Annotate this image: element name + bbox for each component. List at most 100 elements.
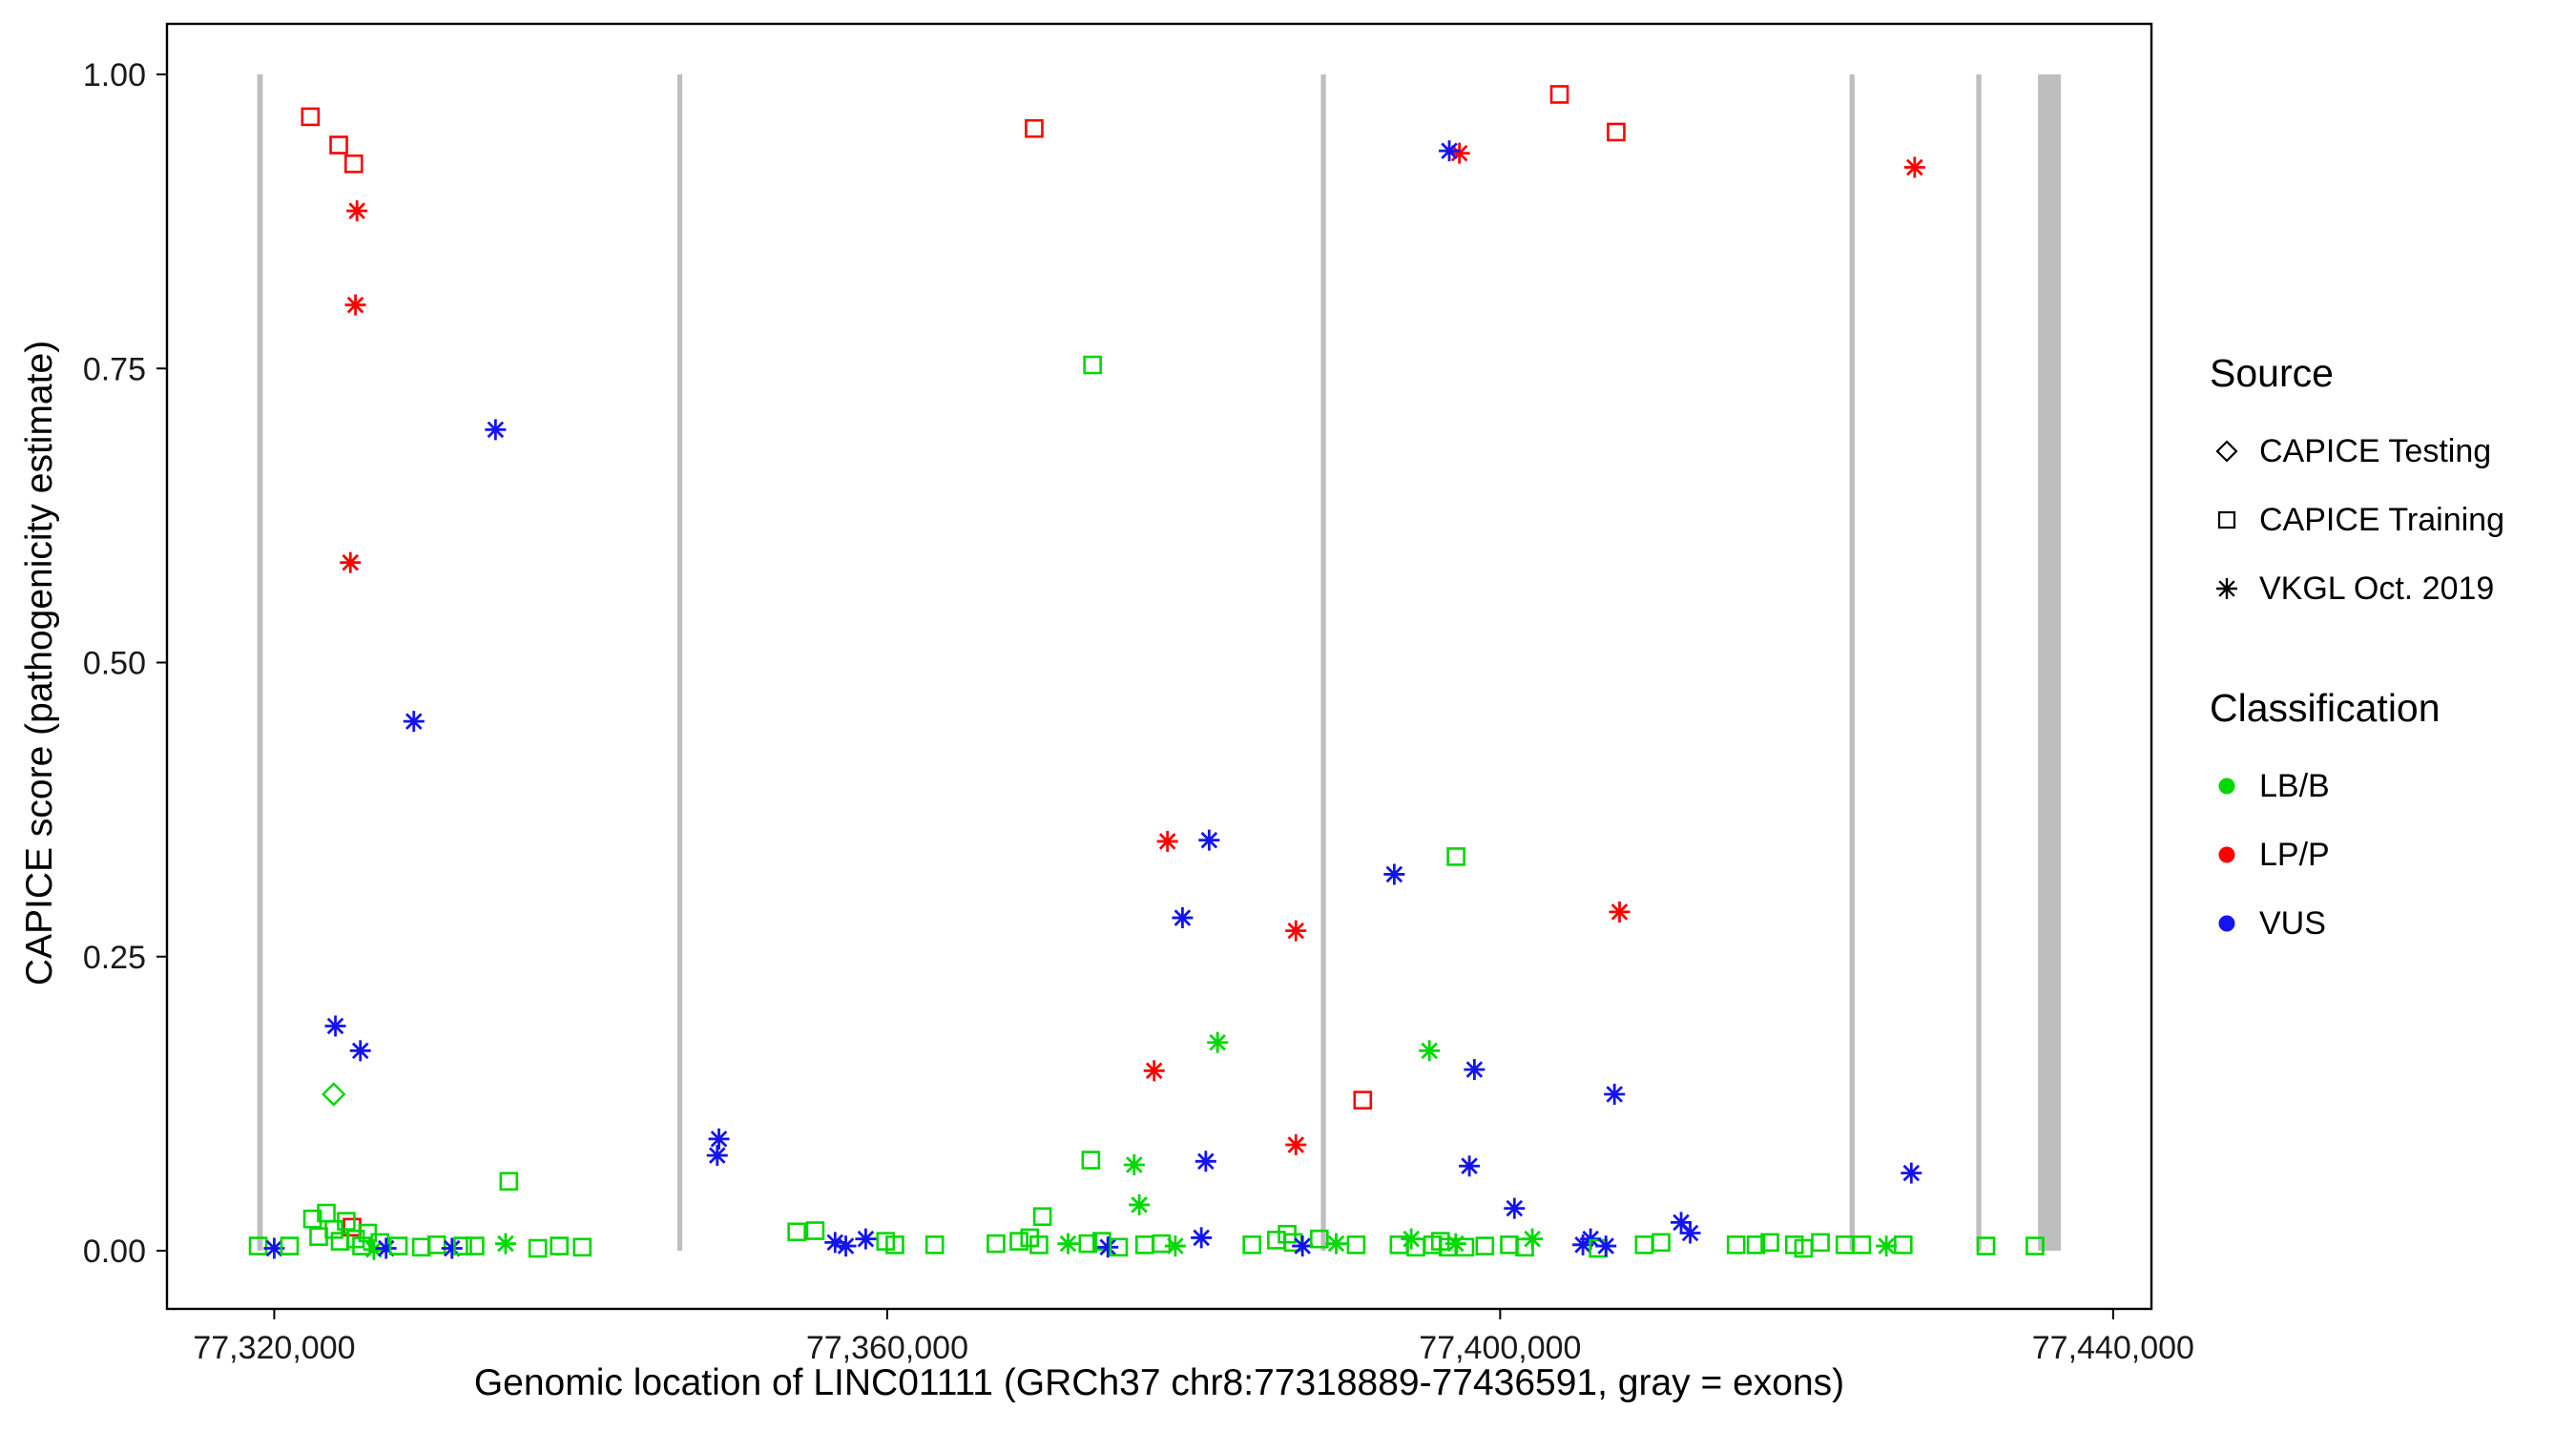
y-axis-title: CAPICE score (pathogenicity estimate): [19, 340, 60, 986]
legend-item-capice-testing: CAPICE Testing: [2210, 417, 2504, 486]
asterisk-icon: [2216, 578, 2237, 599]
data-point-asterisk: [494, 1233, 516, 1255]
data-point-asterisk: [349, 1040, 371, 1062]
data-point-asterisk: [441, 1237, 463, 1259]
data-point-square: [370, 1233, 390, 1253]
green-dot-icon: [2218, 778, 2235, 795]
data-point-asterisk: [485, 419, 507, 441]
legend-item-label: LB/B: [2259, 767, 2330, 804]
data-point-asterisk: [1901, 1162, 1922, 1184]
data-point-asterisk: [1292, 1235, 1314, 1257]
data-point-asterisk: [1057, 1233, 1079, 1255]
data-point-asterisk: [1207, 1031, 1229, 1053]
data-point-square: [1134, 1235, 1154, 1255]
data-point-asterisk: [1164, 1235, 1186, 1257]
legend-item-vus: VUS: [2210, 889, 2504, 958]
data-point-square: [411, 1237, 431, 1257]
x-tick-label: 77,400,000: [1419, 1330, 1581, 1366]
data-point-asterisk: [340, 551, 362, 573]
legend-item-lbb: LB/B: [2210, 752, 2504, 820]
data-point-square: [1634, 1235, 1654, 1255]
data-point-square: [1310, 1229, 1329, 1249]
data-point-square: [987, 1234, 1006, 1254]
data-point-asterisk: [1604, 1084, 1626, 1106]
data-point-diamond: [322, 1082, 346, 1107]
data-point-square: [1029, 1235, 1049, 1255]
data-point-asterisk: [1903, 156, 1925, 178]
data-point-asterisk: [1325, 1233, 1347, 1255]
data-point-asterisk: [1195, 1151, 1216, 1172]
data-point-square: [1081, 1151, 1101, 1170]
exon-bar: [257, 74, 263, 1251]
data-point-asterisk: [1522, 1228, 1544, 1250]
data-point-square: [1078, 1234, 1098, 1254]
data-point-square: [1109, 1237, 1129, 1257]
y-tick-label: 0.75: [83, 351, 146, 387]
data-point-asterisk: [1459, 1155, 1481, 1177]
data-point-square: [358, 1223, 378, 1243]
data-point-square: [309, 1227, 328, 1247]
exon-bar: [676, 74, 683, 1251]
data-point-square: [1346, 1235, 1366, 1255]
data-point-asterisk: [1419, 1040, 1441, 1062]
legend-item-label: VUS: [2259, 904, 2326, 942]
exon-bar: [1849, 74, 1855, 1251]
data-point-asterisk: [1285, 1134, 1307, 1156]
data-point-square: [1152, 1234, 1172, 1254]
data-point-square: [1267, 1231, 1286, 1250]
data-point-asterisk: [1123, 1153, 1145, 1175]
legend-item-label: CAPICE Testing: [2259, 432, 2492, 469]
data-point-asterisk: [403, 711, 425, 733]
diamond-icon: [2215, 440, 2238, 463]
plot-panel-border: [165, 22, 2153, 1311]
data-point-square: [1446, 847, 1465, 866]
data-point-square: [528, 1238, 548, 1258]
legend-item-lpp: LP/P: [2210, 820, 2504, 889]
data-point-square: [572, 1237, 592, 1257]
data-point-square: [343, 154, 364, 174]
data-point-asterisk: [1595, 1235, 1617, 1257]
data-point-asterisk: [263, 1237, 285, 1259]
data-point-square: [2025, 1236, 2045, 1255]
data-point-asterisk: [1198, 829, 1220, 851]
data-point-square: [499, 1172, 519, 1192]
data-point-asterisk: [1609, 901, 1631, 923]
data-point-square: [1976, 1236, 1996, 1255]
data-point-asterisk: [346, 200, 368, 222]
data-point-asterisk: [855, 1228, 877, 1250]
red-dot-icon: [2218, 846, 2235, 863]
data-point-square: [1242, 1235, 1261, 1255]
data-point-asterisk: [1156, 830, 1178, 852]
data-point-square: [1852, 1235, 1872, 1255]
y-tick-label: 1.00: [83, 57, 146, 93]
data-point-asterisk: [1876, 1235, 1898, 1257]
y-tick-label: 0.50: [83, 646, 146, 682]
legend-item-label: LP/P: [2259, 836, 2330, 873]
data-point-asterisk: [1448, 142, 1470, 164]
data-point-square: [1083, 355, 1102, 375]
exon-bar: [2038, 74, 2062, 1251]
x-tick-label: 77,320,000: [193, 1330, 355, 1366]
data-point-square: [1025, 118, 1044, 138]
data-point-asterisk: [1097, 1236, 1119, 1258]
data-point-asterisk: [708, 1128, 730, 1150]
data-point-square: [301, 107, 321, 127]
data-point-asterisk: [706, 1145, 728, 1167]
legend-item-capice-training: CAPICE Training: [2210, 486, 2504, 554]
data-point-square: [337, 1212, 356, 1231]
data-point-square: [426, 1235, 447, 1255]
data-point-square: [1726, 1235, 1746, 1255]
data-point-square: [453, 1236, 472, 1255]
exon-bar: [1976, 74, 1982, 1251]
data-point-square: [1652, 1233, 1671, 1253]
data-point-asterisk: [344, 294, 366, 316]
legend-item-label: CAPICE Training: [2259, 501, 2504, 538]
square-icon: [2217, 510, 2236, 529]
data-point-asterisk: [1504, 1197, 1526, 1219]
data-point-square: [1009, 1232, 1028, 1251]
data-point-square: [1455, 1237, 1475, 1257]
data-point-asterisk: [1671, 1212, 1693, 1234]
x-axis-title: Genomic location of LINC01111 (GRCh37 ch…: [473, 1362, 1845, 1403]
legend-source-title: Source: [2210, 351, 2334, 395]
